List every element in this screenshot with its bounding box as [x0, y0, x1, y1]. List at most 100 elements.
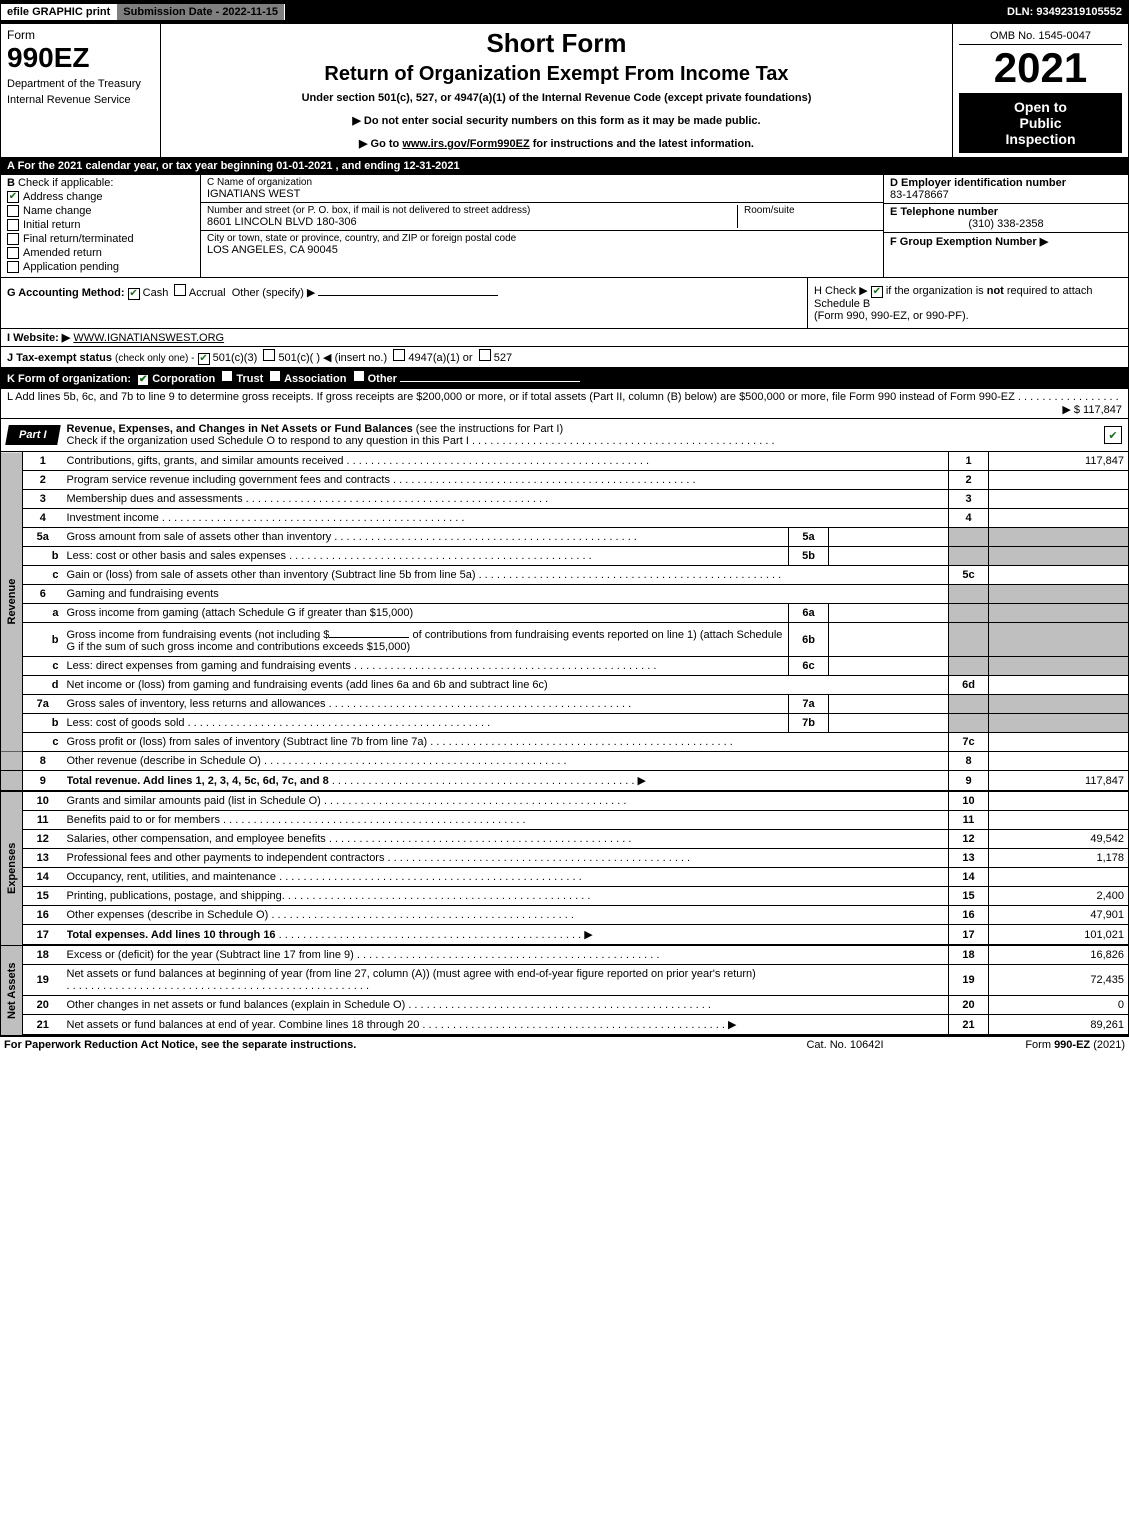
checkbox-icon [7, 261, 19, 273]
net-assets-table: Net Assets 18 Excess or (deficit) for th… [0, 946, 1129, 1036]
expenses-side-label: Expenses [1, 792, 23, 945]
line-3-row: 3 Membership dues and assessments 3 [1, 490, 1129, 509]
h-text2: if the organization is [886, 285, 987, 297]
submission-date: Submission Date - 2022-11-15 [123, 6, 278, 18]
check-amended[interactable]: Amended return [7, 247, 194, 259]
irs-label: Internal Revenue Service [7, 94, 154, 106]
efile-label: efile GRAPHIC print [7, 6, 110, 18]
line-7b-row: b Less: cost of goods sold 7b [1, 714, 1129, 733]
line-17-value: 101,021 [989, 925, 1129, 946]
revenue-side-label: Revenue [1, 452, 23, 752]
form-org-row: K Form of organization: Corporation Trus… [0, 368, 1129, 389]
tax-exempt-row: J Tax-exempt status (check only one) - 5… [0, 347, 1129, 368]
checkbox-accrual[interactable] [174, 284, 186, 296]
line-6a-value [829, 604, 949, 623]
instr2-post: for instructions and the latest informat… [530, 138, 754, 150]
group-exemption-row: F Group Exemption Number ▶ [884, 233, 1128, 250]
line-21-row: 21 Net assets or fund balances at end of… [1, 1015, 1129, 1036]
addr-label: Number and street (or P. O. box, if mail… [207, 205, 737, 216]
row-a-tax-year: A For the 2021 calendar year, or tax yea… [0, 158, 1129, 175]
instr2-pre: ▶ Go to [359, 138, 402, 150]
check-app-pending[interactable]: Application pending [7, 261, 194, 273]
line-12-value: 49,542 [989, 830, 1129, 849]
org-name-row: C Name of organization IGNATIANS WEST [201, 175, 883, 203]
line-15-value: 2,400 [989, 887, 1129, 906]
check-final-return[interactable]: Final return/terminated [7, 233, 194, 245]
other-org-input[interactable] [400, 370, 580, 382]
header-left: Form 990EZ Department of the Treasury In… [1, 24, 161, 157]
checkbox-4947[interactable] [393, 349, 405, 361]
checkbox-corp[interactable] [137, 374, 149, 386]
line-15-row: 15 Printing, publications, postage, and … [1, 887, 1129, 906]
room-suite-cell: Room/suite [737, 205, 877, 228]
line-2-row: 2 Program service revenue including gove… [1, 471, 1129, 490]
line-12-row: 12 Salaries, other compensation, and emp… [1, 830, 1129, 849]
website-row: I Website: ▶ WWW.IGNATIANSWEST.ORG [0, 329, 1129, 347]
checkbox-trust[interactable] [221, 370, 233, 382]
instruction-2: ▶ Go to www.irs.gov/Form990EZ for instru… [167, 137, 946, 150]
room-label: Room/suite [744, 205, 877, 216]
line-7a-value [829, 695, 949, 714]
footer-paperwork-notice: For Paperwork Reduction Act Notice, see … [4, 1039, 745, 1051]
checkbox-schedule-b[interactable] [871, 286, 883, 298]
website-link[interactable]: WWW.IGNATIANSWEST.ORG [73, 332, 224, 344]
line-7b-value [829, 714, 949, 733]
checkbox-cash[interactable] [128, 288, 140, 300]
checkbox-assoc[interactable] [269, 370, 281, 382]
line-5c-row: c Gain or (loss) from sale of assets oth… [1, 566, 1129, 585]
efile-print-cell: efile GRAPHIC print [1, 4, 117, 20]
subtitle: Under section 501(c), 527, or 4947(a)(1)… [167, 92, 946, 104]
ein-value: 83-1478667 [890, 189, 1122, 201]
leader-dots [1018, 391, 1122, 403]
checkbox-501c3[interactable] [198, 353, 210, 365]
addr-value: 8601 LINCOLN BLVD 180-306 [207, 216, 737, 228]
check-address-change[interactable]: Address change [7, 191, 194, 203]
line-5b-value [829, 547, 949, 566]
line-5a-value [829, 528, 949, 547]
irs-link[interactable]: www.irs.gov/Form990EZ [402, 138, 529, 150]
checkbox-icon [7, 219, 19, 231]
checkbox-501c[interactable] [263, 349, 275, 361]
checkbox-527[interactable] [479, 349, 491, 361]
form-header: Form 990EZ Department of the Treasury In… [0, 24, 1129, 158]
check-name-change[interactable]: Name change [7, 205, 194, 217]
org-address-row: Number and street (or P. O. box, if mail… [201, 203, 883, 231]
main-info-block: B Check if applicable: Address change Na… [0, 175, 1129, 278]
line-6c-value [829, 657, 949, 676]
b-label: B Check if applicable: [7, 177, 194, 189]
line-14-row: 14 Occupancy, rent, utilities, and maint… [1, 868, 1129, 887]
line-9-row: 9 Total revenue. Add lines 1, 2, 3, 4, 5… [1, 771, 1129, 792]
part-i-tag: Part I [5, 425, 60, 445]
header-center: Short Form Return of Organization Exempt… [161, 24, 953, 157]
part-i-schedule-o-checkbox[interactable] [1104, 426, 1122, 444]
line-5c-value [989, 566, 1129, 585]
column-d-ein: D Employer identification number 83-1478… [883, 175, 1128, 277]
line-7c-value [989, 733, 1129, 752]
org-city-row: City or town, state or province, country… [201, 231, 883, 258]
h-text1: H Check ▶ [814, 285, 868, 297]
checkbox-other-org[interactable] [353, 370, 365, 382]
phone-value: (310) 338-2358 [890, 218, 1122, 230]
j-label: J Tax-exempt status [7, 352, 112, 364]
check-initial-return[interactable]: Initial return [7, 219, 194, 231]
line-11-value [989, 811, 1129, 830]
footer-row: For Paperwork Reduction Act Notice, see … [0, 1036, 1129, 1053]
line-3-value [989, 490, 1129, 509]
line-10-value [989, 792, 1129, 811]
part-i-header: Part I Revenue, Expenses, and Changes in… [0, 419, 1129, 452]
6b-contrib-input[interactable] [329, 626, 409, 638]
line-9-value: 117,847 [989, 771, 1129, 792]
city-label: City or town, state or province, country… [207, 233, 877, 244]
accounting-method-cell: G Accounting Method: Cash Accrual Other … [1, 278, 808, 328]
line-19-row: 19 Net assets or fund balances at beginn… [1, 965, 1129, 996]
line-18-row: Net Assets 18 Excess or (deficit) for th… [1, 946, 1129, 965]
other-specify-input[interactable] [318, 284, 498, 296]
tax-year: 2021 [994, 47, 1087, 89]
group-label: F Group Exemption Number ▶ [890, 235, 1122, 248]
ein-label: D Employer identification number [890, 177, 1122, 189]
line-18-value: 16,826 [989, 946, 1129, 965]
checkbox-icon [7, 205, 19, 217]
website-label: I Website: ▶ [7, 332, 70, 344]
dept-treasury: Department of the Treasury [7, 78, 154, 90]
dln-cell: DLN: 93492319105552 [1001, 4, 1128, 20]
